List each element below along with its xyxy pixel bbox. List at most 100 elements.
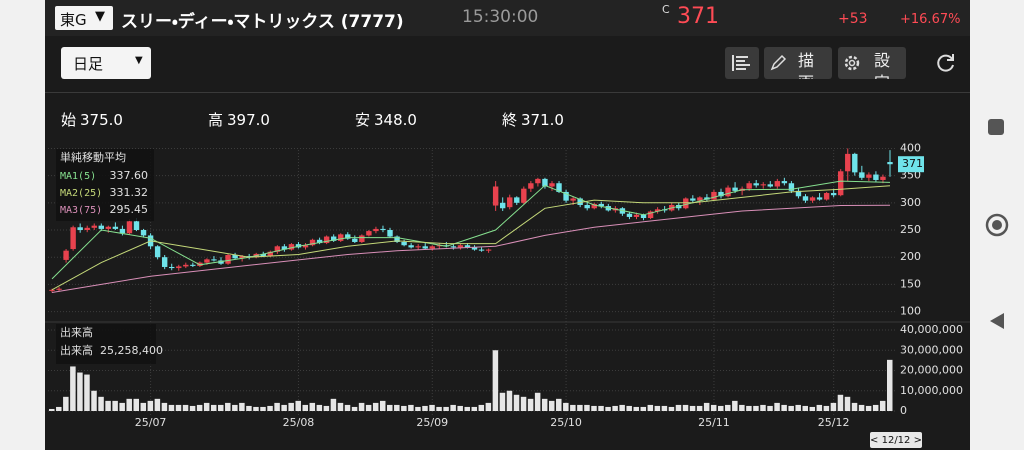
volume-bar [175, 404, 182, 411]
candle-body [176, 266, 182, 269]
candle-body [105, 226, 112, 229]
candle-body [788, 183, 795, 191]
volume-bar [415, 406, 421, 411]
volume-readout-label: 出来高 [60, 343, 93, 357]
volume-bar [865, 405, 872, 411]
y-tick-label: 100 [900, 305, 921, 318]
volume-bar [436, 406, 442, 411]
candle-body [98, 225, 104, 229]
volume-bar [351, 406, 358, 411]
candle-body [126, 221, 133, 234]
candle-body [366, 231, 372, 236]
volume-bar [661, 405, 668, 411]
candle-body [514, 197, 520, 203]
candle-body [880, 176, 886, 180]
candle-body [309, 239, 316, 246]
ma-line [51, 204, 891, 293]
indicator-button[interactable] [725, 47, 759, 79]
period: 日足 [73, 55, 104, 73]
candle-body [795, 190, 802, 197]
volume-tick-label: 20,000,000 [900, 364, 963, 377]
candle-body [781, 181, 788, 184]
volume-bar [189, 405, 196, 411]
candle-body [845, 153, 851, 172]
volume-bar [584, 404, 590, 411]
candle-body [450, 246, 457, 248]
volume-bar [696, 405, 703, 411]
gear-icon [844, 55, 860, 71]
settings-button[interactable]: 設定 [838, 47, 906, 79]
candle-body [239, 256, 245, 259]
candle-body [823, 193, 830, 200]
candle-body [859, 172, 865, 178]
candle-body [394, 236, 400, 242]
candle-body [373, 228, 379, 232]
x-tick-label: 25/10 [550, 416, 582, 429]
x-tick-label: 25/11 [698, 416, 730, 429]
volume-bar [77, 372, 83, 411]
candle-body [204, 259, 210, 263]
indicator-icon [732, 55, 750, 71]
y-tick-label: 150 [900, 277, 921, 290]
volume-bar [225, 402, 231, 411]
candle-body [542, 178, 548, 187]
y-tick-label: 400 [900, 141, 921, 154]
volume-bar [387, 404, 393, 411]
candle-body [528, 183, 534, 189]
candle-body [408, 245, 414, 248]
ohlc-item: 安 348.0 [355, 109, 417, 130]
candle-body [485, 249, 492, 251]
volume-bar [218, 404, 224, 411]
volume-bar [513, 394, 520, 411]
legend-name: MA3(75) [60, 205, 102, 216]
candle-body [190, 264, 196, 266]
candle-body [584, 204, 590, 209]
volume-bar [133, 398, 140, 411]
ohlc-label: 高 [208, 111, 224, 129]
candle-body [690, 198, 696, 201]
candle-body [478, 249, 485, 251]
candle-body [211, 259, 217, 261]
draw-button[interactable]: 描画 [764, 47, 832, 79]
volume-bar [196, 404, 203, 411]
volume-title: 出来高 [60, 325, 93, 339]
candle-body [549, 183, 555, 187]
period-select[interactable]: 日足 ▼ [61, 47, 151, 79]
refresh-button[interactable] [935, 52, 957, 74]
candle-body [225, 255, 231, 264]
exchange-select[interactable]: 東G ▼ [55, 6, 113, 30]
settings-label: 設定 [874, 51, 895, 79]
candle-body [704, 197, 710, 200]
volume-bar [253, 406, 259, 411]
volume-bar [788, 405, 794, 411]
ohlc-value: 397.0 [227, 111, 270, 129]
volume-bar [520, 396, 527, 411]
candle-body [338, 234, 344, 241]
candle-body [464, 245, 471, 248]
candle-body [816, 197, 823, 200]
x-tick-label: 25/08 [283, 416, 315, 429]
volume-bar [203, 402, 210, 411]
candle-body [647, 211, 654, 219]
volume-bar [732, 400, 738, 411]
x-tick-label: 25/09 [416, 416, 448, 429]
volume-bar [548, 400, 555, 411]
candle-body [169, 266, 175, 269]
price-tag-label: 371 [902, 157, 923, 170]
volume-bar [260, 406, 266, 411]
legend-name: MA2(25) [60, 188, 102, 199]
chart: 100150200250300350400010,000,00020,000,0… [45, 141, 970, 448]
dropdown-icon: ▼ [135, 55, 143, 66]
volume-tick-label: 10,000,000 [900, 384, 963, 397]
candle-body [577, 198, 583, 205]
candle-body [852, 153, 858, 173]
volume-bar [872, 404, 879, 411]
home-button[interactable] [985, 213, 1009, 237]
candle-body [830, 193, 837, 196]
recent-button[interactable] [988, 119, 1004, 135]
back-button[interactable] [990, 313, 1004, 329]
volume-bar [267, 405, 273, 411]
home-dot [992, 220, 1002, 230]
